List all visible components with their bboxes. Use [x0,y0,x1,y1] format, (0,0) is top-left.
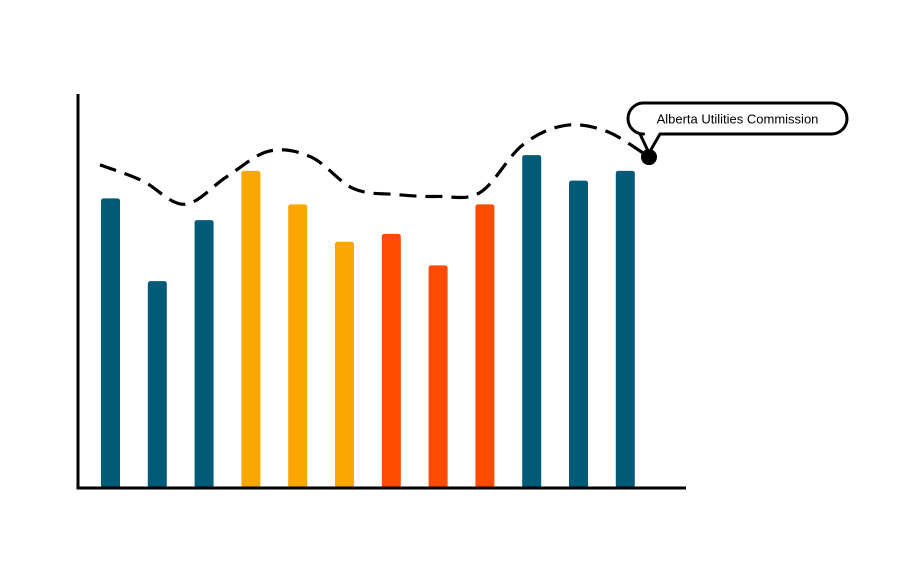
bar [475,204,495,488]
trend-endpoint-marker [641,149,657,166]
bar [147,281,167,488]
bar [522,155,542,488]
bars-group [101,155,635,488]
bar [101,198,120,488]
bar [335,241,354,488]
callout-bubble [626,101,849,155]
bar [241,170,261,488]
bar [194,220,214,488]
bar [288,204,308,488]
annotation-label: Alberta Utilities Commission [657,112,819,127]
bar [428,265,448,488]
bar [615,170,635,488]
bar [381,233,401,488]
bar [569,180,588,488]
trend-line [99,123,650,206]
annotation-callout: Alberta Utilities Commission [626,101,849,155]
